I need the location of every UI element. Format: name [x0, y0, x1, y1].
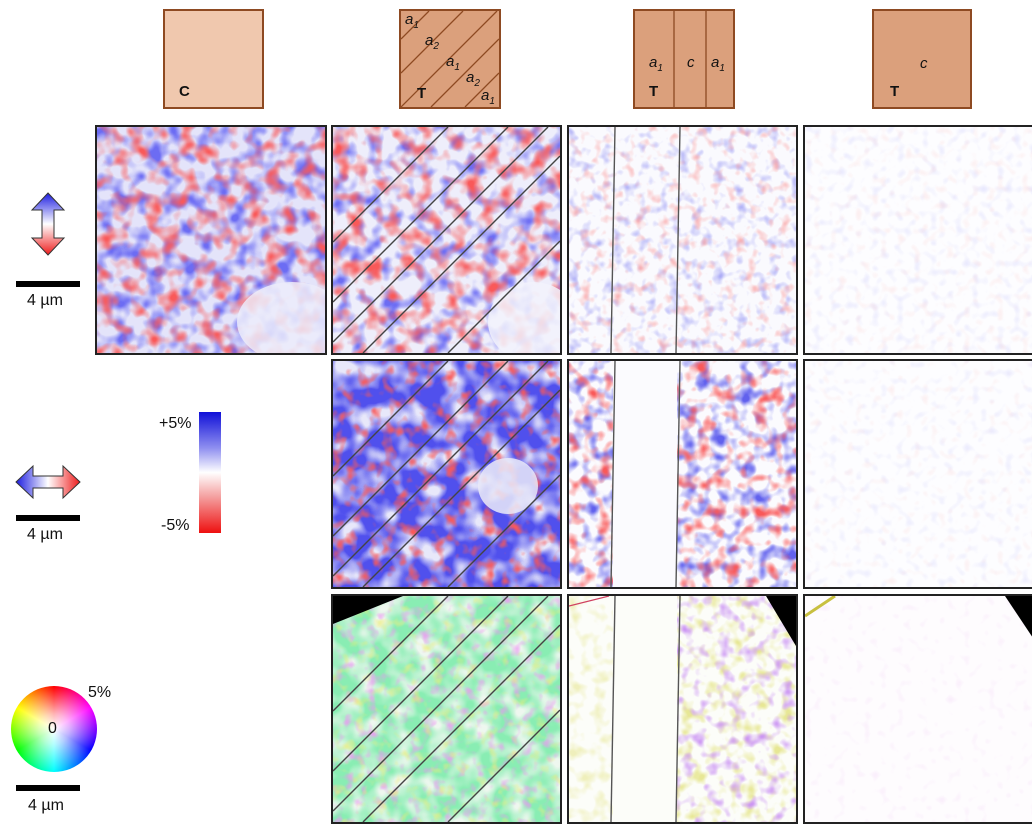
strain-map-r1-c1: [95, 125, 327, 355]
color-wheel-center: [11, 686, 97, 772]
colorbar-max-label: +5%: [159, 415, 192, 432]
domain-label-a1: a1: [446, 53, 460, 73]
strain-map-r1-c4: [803, 125, 1032, 355]
scale-bar: [16, 785, 80, 791]
strain-map-r1-c2: [331, 125, 562, 355]
domain-label-a2: a2: [425, 32, 439, 52]
domain-label-a1: a1: [649, 54, 663, 74]
schematic-tetragonal-a1a2: a1 a2 a1 a2 a1 T: [399, 9, 501, 109]
color-wheel-center-label: 0: [48, 720, 57, 737]
strain-map-r1-c3: [567, 125, 798, 355]
strain-map-texture: [333, 127, 560, 353]
schematic-cubic: C: [163, 9, 264, 109]
scale-bar-label: 4 µm: [28, 797, 64, 814]
horizontal-double-arrow-icon: [15, 464, 81, 500]
strain-map-r2-c4: [803, 359, 1032, 589]
strain-map-texture: [805, 127, 1032, 353]
domain-label-a1: a1: [405, 11, 419, 31]
colorbar-min-label: -5%: [161, 517, 190, 534]
rotation-map-r3-c2: [331, 594, 562, 824]
rotation-map-texture: [805, 596, 1032, 822]
domain-wall-lines: [673, 11, 707, 107]
domain-wall-lines: [401, 11, 499, 107]
strain-map-texture: [97, 127, 325, 353]
scale-bar-label: 4 µm: [27, 292, 63, 309]
rotation-map-texture: [333, 596, 560, 822]
domain-label-a1: a1: [481, 87, 495, 107]
domain-label-a2: a2: [466, 69, 480, 89]
strain-map-texture: [805, 361, 1032, 587]
strain-map-texture: [569, 361, 796, 587]
strain-map-r2-c2: [331, 359, 562, 589]
schematic-tetragonal-a1ca1: a1 c a1 T: [633, 9, 735, 109]
domain-label-c: c: [920, 55, 928, 72]
rotation-map-texture: [569, 596, 796, 822]
colorbar: [199, 412, 221, 533]
strain-map-texture: [333, 361, 560, 587]
domain-label-a1: a1: [711, 54, 725, 74]
color-wheel-edge-label: 5%: [88, 684, 112, 701]
scale-bar: [16, 281, 80, 287]
strain-map-texture: [569, 127, 796, 353]
rotation-map-r3-c4: [803, 594, 1032, 824]
phase-label-c: C: [179, 83, 190, 100]
strain-map-r2-c3: [567, 359, 798, 589]
scale-bar: [16, 515, 80, 521]
scale-bar-label: 4 µm: [27, 526, 63, 543]
vertical-double-arrow-icon: [30, 192, 66, 256]
phase-label-t: T: [649, 83, 659, 100]
schematic-tetragonal-c: c T: [872, 9, 972, 109]
phase-label-t: T: [890, 83, 900, 100]
domain-label-c: c: [687, 54, 695, 71]
phase-label-t: T: [417, 85, 427, 102]
rotation-map-r3-c3: [567, 594, 798, 824]
